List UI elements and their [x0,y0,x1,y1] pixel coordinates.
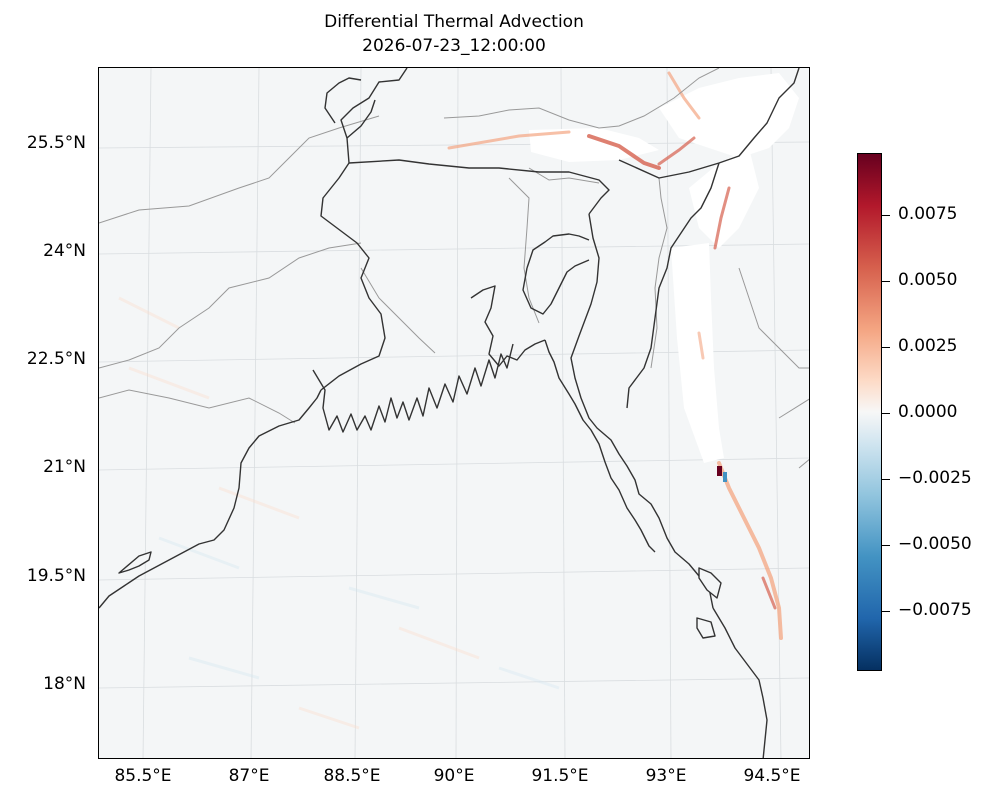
colorbar-label-0-0050: 0.0050 [898,270,958,290]
lon-label-94-5: 94.5°E [743,766,801,786]
lon-label-90: 90°E [433,766,475,786]
lat-label-18: 18°N [43,674,86,694]
map-svg [99,68,809,758]
map-panel[interactable] [98,67,810,759]
gridline-lat-21 [99,457,809,471]
colorbar-tick [882,479,890,481]
lon-label-91-5: 91.5°E [531,766,589,786]
gridline-lon-88-5 [354,68,362,758]
lon-label-85-5: 85.5°E [114,766,172,786]
chart-subtitle-timestamp: 2026-07-23_12:00:00 [362,36,546,56]
min-advection-cell [723,472,727,482]
lat-label-19-5: 19.5°N [26,566,86,586]
lat-label-22-5: 22.5°N [26,349,86,369]
lon-label-87: 87°E [228,766,270,786]
gridline-lon-91-5 [560,68,566,758]
chart-title: Differential Thermal Advection [324,12,584,32]
max-advection-cell [717,466,722,476]
colorbar-tick [882,545,890,547]
gridline-lat-25-5 [99,141,809,149]
colorbar-label-0-0025: 0.0025 [898,336,958,356]
lat-label-24: 24°N [43,241,86,261]
advection-streaks [447,71,783,640]
gridline-lon-94-5 [770,68,782,758]
lat-label-21: 21°N [43,457,86,477]
lon-label-93: 93°E [645,766,687,786]
gridline-lon-90 [455,68,459,758]
colorbar-label-0-0000: 0.0000 [898,402,958,422]
gridline-lon-93 [666,68,672,758]
field-texture [118,296,560,730]
coastlines [99,68,800,758]
lon-label-88-5: 88.5°E [323,766,381,786]
colorbar-label-neg-0-0025: −0.0025 [898,468,972,488]
gridline-lon-87 [250,68,260,758]
colorbar-label-neg-0-0075: −0.0075 [898,600,972,620]
masked-terrain [529,73,799,463]
gridline-lat-18 [99,677,809,689]
colorbar-tick [882,413,890,415]
lat-label-25-5: 25.5°N [26,133,86,153]
political-boundaries [99,68,809,469]
colorbar-tick [882,281,890,283]
colorbar-label-neg-0-0050: −0.0050 [898,534,972,554]
colorbar-tick [882,347,890,349]
gridline-lat-19-5 [99,567,809,581]
colorbar-tick [882,215,890,217]
gridlines [99,68,809,758]
colorbar [857,153,882,671]
colorbar-label-0-0075: 0.0075 [898,204,958,224]
gridline-lon-85-5 [142,68,152,758]
colorbar-tick [882,611,890,613]
